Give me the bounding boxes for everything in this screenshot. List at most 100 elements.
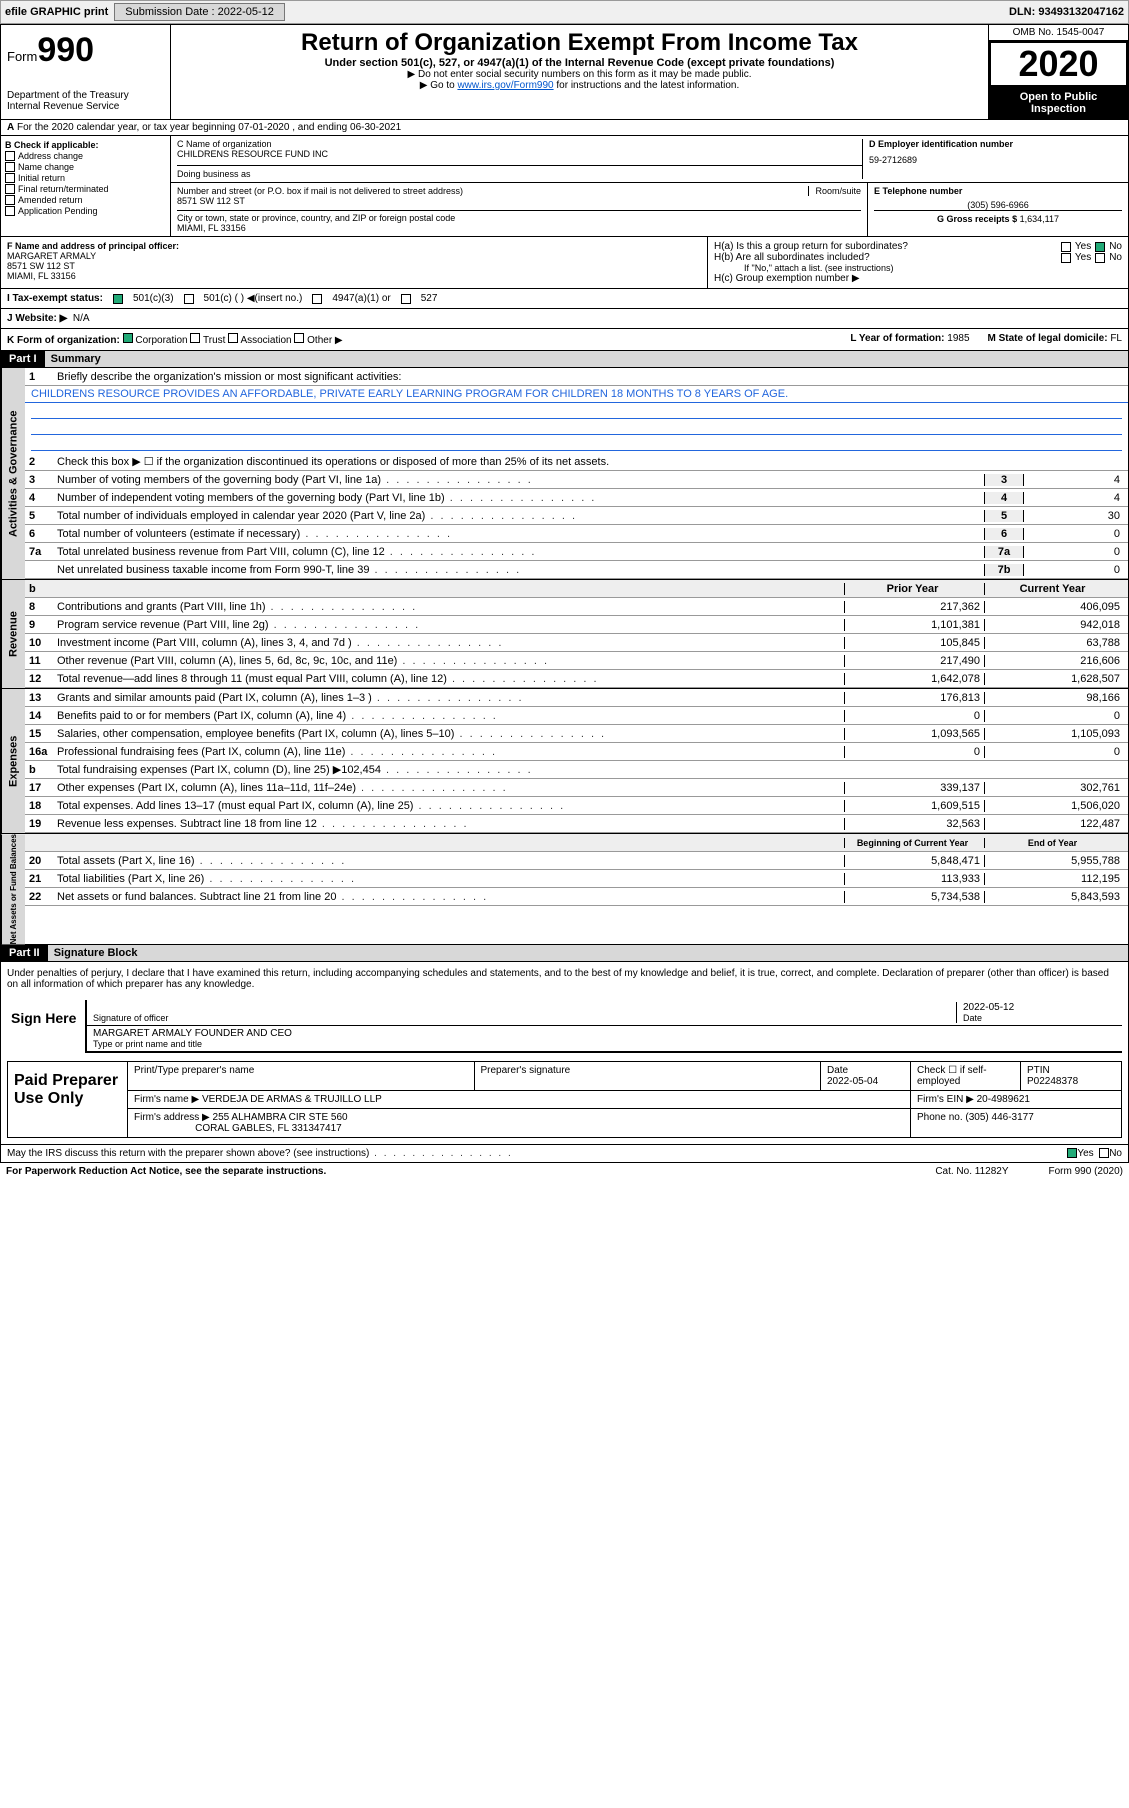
part1-header: Part I Summary: [0, 351, 1129, 368]
goto-note: ▶ Go to www.irs.gov/Form990 for instruct…: [177, 80, 982, 91]
officer-name: MARGARET ARMALY: [7, 251, 701, 261]
org-name: CHILDRENS RESOURCE FUND INC: [177, 149, 862, 159]
checkbox-ha-no[interactable]: [1095, 242, 1105, 252]
irs-link[interactable]: www.irs.gov/Form990: [457, 80, 553, 91]
table-row: 10 Investment income (Part VIII, column …: [25, 634, 1128, 652]
ssn-note: ▶ Do not enter social security numbers o…: [177, 69, 982, 80]
checkbox-initial-return[interactable]: [5, 173, 15, 183]
checkbox-name-change[interactable]: [5, 162, 15, 172]
firm-ein: 20-4989621: [977, 1094, 1030, 1105]
submission-date-value: 2022-05-12: [218, 6, 274, 18]
checkbox-discuss-no[interactable]: [1099, 1148, 1109, 1158]
footer-row: For Paperwork Reduction Act Notice, see …: [0, 1163, 1129, 1180]
header-middle: Return of Organization Exempt From Incom…: [171, 25, 988, 119]
checkbox-corporation[interactable]: [123, 333, 133, 343]
table-row: 9 Program service revenue (Part VIII, li…: [25, 616, 1128, 634]
signature-block: Under penalties of perjury, I declare th…: [0, 962, 1129, 1145]
city-state-zip: MIAMI, FL 33156: [177, 223, 861, 233]
part2-header: Part II Signature Block: [0, 945, 1129, 962]
open-to-public: Open to Public Inspection: [989, 87, 1128, 119]
checkbox-pending[interactable]: [5, 206, 15, 216]
checkbox-final-return[interactable]: [5, 184, 15, 194]
checkbox-association[interactable]: [228, 333, 238, 343]
firm-phone: (305) 446-3177: [965, 1112, 1033, 1123]
checkbox-other[interactable]: [294, 333, 304, 343]
checkbox-amended[interactable]: [5, 195, 15, 205]
ein-value: 59-2712689: [869, 155, 1122, 165]
submission-date-label: Submission Date :: [125, 6, 214, 18]
table-row: 12 Total revenue—add lines 8 through 11 …: [25, 670, 1128, 688]
form-number: Form990: [7, 31, 164, 70]
street-address: 8571 SW 112 ST: [177, 196, 861, 206]
paid-preparer-block: Paid Preparer Use Only Print/Type prepar…: [7, 1061, 1122, 1138]
form-subtitle: Under section 501(c), 527, or 4947(a)(1)…: [177, 57, 982, 69]
table-row: 15 Salaries, other compensation, employe…: [25, 725, 1128, 743]
top-bar: efile GRAPHIC print Submission Date : 20…: [0, 0, 1129, 24]
header-left: Form990 Department of the Treasury Inter…: [1, 25, 171, 119]
firm-name: VERDEJA DE ARMAS & TRUJILLO LLP: [202, 1094, 382, 1105]
sig-date-value: 2022-05-12: [963, 1002, 1116, 1013]
checkbox-ha-yes[interactable]: [1061, 242, 1071, 252]
mission-description: CHILDRENS RESOURCE PROVIDES AN AFFORDABL…: [25, 386, 1128, 403]
section-expenses: Expenses 13 Grants and similar amounts p…: [0, 689, 1129, 834]
section-governance: Activities & Governance 1Briefly describ…: [0, 368, 1129, 580]
sign-here-label: Sign Here: [7, 1000, 87, 1053]
col-c-thru-g: C Name of organization CHILDRENS RESOURC…: [171, 136, 1128, 236]
ptin-value: P02248378: [1027, 1076, 1115, 1087]
omb-number: OMB No. 1545-0047: [989, 25, 1128, 41]
table-row: 18 Total expenses. Add lines 13–17 (must…: [25, 797, 1128, 815]
form-header: Form990 Department of the Treasury Inter…: [0, 24, 1129, 120]
section-klm: K Form of organization: Corporation Trus…: [0, 329, 1129, 351]
submission-date-button[interactable]: Submission Date : 2022-05-12: [114, 3, 285, 21]
form-title: Return of Organization Exempt From Incom…: [177, 29, 982, 57]
form-footer: Form 990 (2020): [1049, 1166, 1123, 1177]
section-f-h: F Name and address of principal officer:…: [0, 237, 1129, 289]
table-row: 13 Grants and similar amounts paid (Part…: [25, 689, 1128, 707]
table-row: 3 Number of voting members of the govern…: [25, 471, 1128, 489]
checkbox-501c[interactable]: [184, 294, 194, 304]
section-revenue: Revenue b Prior Year Current Year 8 Cont…: [0, 580, 1129, 689]
discuss-row: May the IRS discuss this return with the…: [0, 1145, 1129, 1163]
checkbox-hb-yes[interactable]: [1061, 253, 1071, 263]
header-right: OMB No. 1545-0047 2020 Open to Public In…: [988, 25, 1128, 119]
phone-value: (305) 596-6966: [874, 200, 1122, 210]
table-row: 19 Revenue less expenses. Subtract line …: [25, 815, 1128, 833]
table-row: b Total fundraising expenses (Part IX, c…: [25, 761, 1128, 779]
efile-label: efile GRAPHIC print: [5, 6, 108, 18]
table-row: 5 Total number of individuals employed i…: [25, 507, 1128, 525]
table-row: 22 Net assets or fund balances. Subtract…: [25, 888, 1128, 906]
section-j-website: J Website: ▶ N/A: [0, 309, 1129, 329]
table-row: 8 Contributions and grants (Part VIII, l…: [25, 598, 1128, 616]
section-i-tax-exempt: I Tax-exempt status: 501(c)(3) 501(c) ( …: [0, 289, 1129, 309]
section-net-assets: Net Assets or Fund Balances Beginning of…: [0, 834, 1129, 945]
vlabel-net-assets: Net Assets or Fund Balances: [1, 834, 25, 944]
table-row: 17 Other expenses (Part IX, column (A), …: [25, 779, 1128, 797]
checkbox-501c3[interactable]: [113, 294, 123, 304]
checkbox-4947[interactable]: [312, 294, 322, 304]
vlabel-expenses: Expenses: [1, 689, 25, 833]
officer-typed-name: MARGARET ARMALY FOUNDER AND CEO: [93, 1028, 292, 1039]
col-b-checkboxes: B Check if applicable: Address change Na…: [1, 136, 171, 236]
checkbox-address-change[interactable]: [5, 151, 15, 161]
table-row: 4 Number of independent voting members o…: [25, 489, 1128, 507]
table-row: 16a Professional fundraising fees (Part …: [25, 743, 1128, 761]
table-row: 11 Other revenue (Part VIII, column (A),…: [25, 652, 1128, 670]
table-row: 6 Total number of volunteers (estimate i…: [25, 525, 1128, 543]
table-row: 21 Total liabilities (Part X, line 26) 1…: [25, 870, 1128, 888]
table-row: 14 Benefits paid to or for members (Part…: [25, 707, 1128, 725]
checkbox-hb-no[interactable]: [1095, 253, 1105, 263]
row-a-tax-year: A For the 2020 calendar year, or tax yea…: [0, 120, 1129, 136]
section-b-thru-g: B Check if applicable: Address change Na…: [0, 136, 1129, 237]
table-row: 7a Total unrelated business revenue from…: [25, 543, 1128, 561]
checkbox-discuss-yes[interactable]: [1067, 1148, 1077, 1158]
tax-year: 2020: [989, 41, 1128, 87]
vlabel-governance: Activities & Governance: [1, 368, 25, 579]
checkbox-527[interactable]: [401, 294, 411, 304]
vlabel-revenue: Revenue: [1, 580, 25, 688]
table-row: 20 Total assets (Part X, line 16) 5,848,…: [25, 852, 1128, 870]
checkbox-trust[interactable]: [190, 333, 200, 343]
table-row: Net unrelated business taxable income fr…: [25, 561, 1128, 579]
gross-receipts: G Gross receipts $ 1,634,117: [874, 210, 1122, 227]
dept-treasury: Department of the Treasury Internal Reve…: [7, 90, 164, 112]
dln: DLN: 93493132047162: [1009, 6, 1124, 18]
